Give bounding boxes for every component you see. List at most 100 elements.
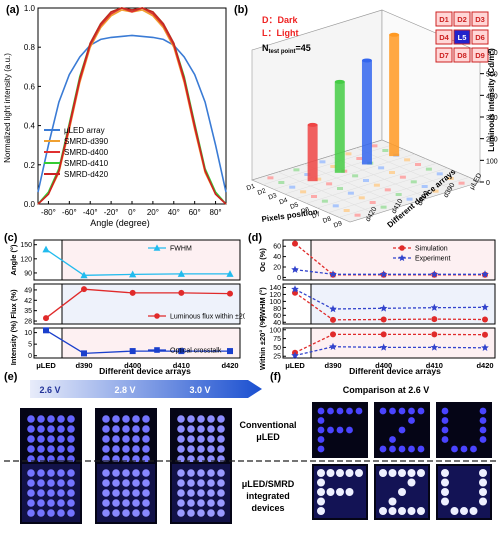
a-xtick-label: -60° [62, 208, 77, 217]
e-led [112, 415, 120, 423]
d-ylabel: Within ±20° (%) [258, 315, 267, 370]
c-legend-label: FWHM [170, 246, 192, 253]
d-point [381, 316, 387, 322]
f-led-F [318, 408, 325, 415]
d-ytick-label: 140 [269, 285, 281, 292]
f-led-Z [408, 408, 415, 415]
b-grid-label: D9 [475, 51, 485, 60]
c-point [81, 350, 87, 356]
row-divider [0, 449, 500, 451]
e-led [142, 415, 150, 423]
e-led [47, 509, 55, 517]
b-pixel-tick: D8 [322, 215, 333, 225]
a-xtick-label: 20° [147, 208, 159, 217]
e-led [217, 499, 225, 507]
f-led-F [318, 417, 325, 424]
f-led-Z [389, 408, 396, 415]
b-bar-d390 [308, 125, 318, 181]
f-led-F [317, 488, 325, 496]
b-floor-bar [389, 171, 395, 174]
e-led [207, 435, 215, 443]
f-led-F [346, 427, 353, 434]
e-led [47, 415, 55, 423]
e-led [187, 469, 195, 477]
b-floor-bar [278, 181, 284, 184]
e-led [57, 489, 65, 497]
e-led [187, 509, 195, 517]
c-xtick-label: d390 [75, 361, 92, 370]
f-led-F [327, 488, 335, 496]
e-led [27, 425, 35, 433]
e-led [132, 415, 140, 423]
b-floor-bar [385, 188, 391, 191]
a-ytick-label: 1.0 [24, 4, 36, 13]
e-led [217, 435, 225, 443]
b-floor-bar [345, 152, 351, 155]
b-grid-label: D1 [439, 15, 449, 24]
f-led-Z [399, 427, 406, 434]
e-led [142, 469, 150, 477]
d-point [482, 332, 488, 338]
e-led [177, 415, 185, 423]
b-xlabel: Pixels position [261, 207, 318, 224]
e-led [27, 509, 35, 517]
a-legend-label: SMRD-d390 [64, 137, 109, 146]
b-floor-bar [333, 204, 339, 207]
b-floor-bar [289, 186, 295, 189]
b-bar-top [389, 33, 399, 37]
a-legend-label: SMRD-d400 [64, 148, 109, 157]
f-led-U [460, 507, 468, 515]
e-led [112, 499, 120, 507]
c-ytick-label: 35 [24, 308, 32, 315]
e-led [142, 509, 150, 517]
f-led-F [336, 488, 344, 496]
f-led-U [479, 498, 487, 506]
e-led [142, 479, 150, 487]
e-led [102, 425, 110, 433]
e-led [142, 499, 150, 507]
a-xtick-label: -40° [83, 208, 98, 217]
e-led [197, 509, 205, 517]
b-grid-label: D2 [457, 15, 467, 24]
f-led-Z [389, 498, 397, 506]
f-row1-label-1: Conventional [239, 420, 296, 430]
f-led-F [337, 427, 344, 434]
d-xtick-label: μLED [285, 361, 305, 370]
e-led [132, 499, 140, 507]
f-led-U [480, 436, 487, 443]
f-led-Z [408, 469, 416, 477]
f-led-U [480, 427, 487, 434]
b-floor-bar [415, 163, 421, 166]
b-bar-top [308, 123, 318, 127]
e-led [187, 499, 195, 507]
d-legend-label: Simulation [415, 246, 448, 253]
b-legend-dark: D：Dark [262, 15, 299, 25]
f-led-Z [398, 507, 406, 515]
f-row1-label-2: μLED [256, 432, 280, 442]
e-led [112, 479, 120, 487]
e-led [187, 425, 195, 433]
e-led [197, 469, 205, 477]
b-pixel-tick: D2 [257, 187, 268, 197]
b-bar-top [335, 80, 345, 84]
f-led-U [480, 417, 487, 424]
d-point [381, 331, 387, 337]
b-floor-bar [300, 190, 306, 193]
f-led-F [346, 469, 354, 477]
e-led [207, 425, 215, 433]
f-led-U [480, 408, 487, 415]
e-led [27, 435, 35, 443]
f-led-U [442, 408, 449, 415]
e-led [177, 469, 185, 477]
c-legend-marker [154, 347, 160, 353]
f-led-Z [380, 408, 387, 415]
f-led-F [318, 436, 325, 443]
c-ylabel: Flux (%) [9, 289, 18, 319]
b-floor-bar [404, 158, 410, 161]
a-xtick-label: 0° [128, 208, 136, 217]
e-led [112, 489, 120, 497]
d-ytick-label: 60 [273, 313, 281, 320]
e-led [177, 435, 185, 443]
b-floor-bar [411, 180, 417, 183]
b-floor-bar [371, 144, 377, 147]
